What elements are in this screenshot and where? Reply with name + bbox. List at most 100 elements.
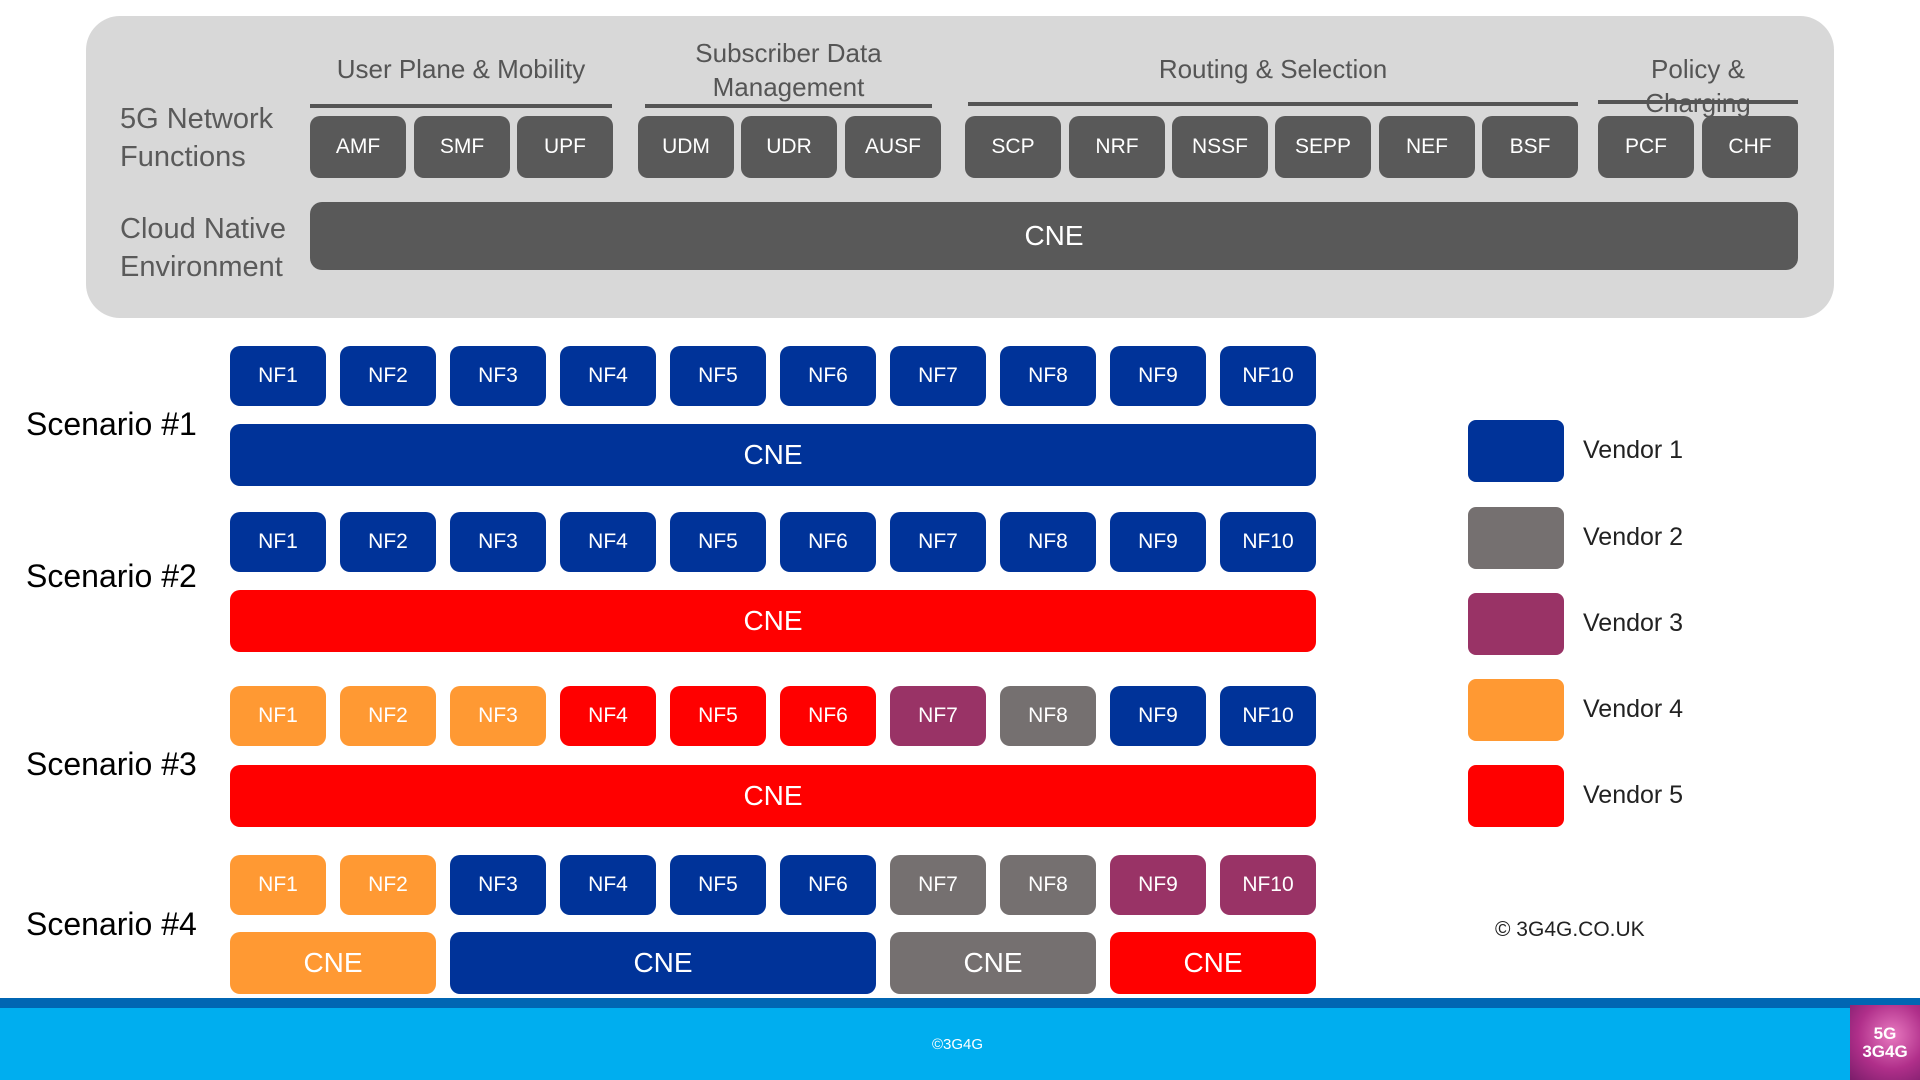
nf-box-nf1: NF1 xyxy=(230,346,326,406)
group-underline xyxy=(310,104,612,108)
footer-text: ©3G4G xyxy=(932,1036,984,1053)
group-title-line: Routing & Selection xyxy=(1158,54,1388,84)
group-title-line: Policy & Charging xyxy=(1645,54,1751,118)
nf-box-nf5: NF5 xyxy=(670,346,766,406)
nf-box-nf9: NF9 xyxy=(1110,855,1206,915)
nf-box-nf1: NF1 xyxy=(230,512,326,572)
nf-box-nf8: NF8 xyxy=(1000,855,1096,915)
nf-box-nf9: NF9 xyxy=(1110,686,1206,746)
nf-box-nf4: NF4 xyxy=(560,855,656,915)
nf-box-nf10: NF10 xyxy=(1220,512,1316,572)
nf-box-nf4: NF4 xyxy=(560,346,656,406)
nf-box-nf4: NF4 xyxy=(560,686,656,746)
nf-box-nf2: NF2 xyxy=(340,346,436,406)
legend-label: Vendor 3 xyxy=(1583,609,1684,637)
nf-box-nf8: NF8 xyxy=(1000,686,1096,746)
nf-box-nf6: NF6 xyxy=(780,855,876,915)
nf-box-nf3: NF3 xyxy=(450,686,546,746)
group-underline xyxy=(1598,100,1798,104)
nf-box-nf6: NF6 xyxy=(780,346,876,406)
nf-box-nf2: NF2 xyxy=(340,855,436,915)
legend-swatch xyxy=(1468,765,1564,827)
group-underline xyxy=(968,102,1578,106)
footer-bar xyxy=(0,998,1920,1080)
cne-bar: CNE xyxy=(1110,932,1316,994)
network-function-box-scp: SCP xyxy=(965,116,1061,178)
legend-label: Vendor 4 xyxy=(1583,695,1684,723)
network-function-box-ausf: AUSF xyxy=(845,116,941,178)
cne-bar: CNE xyxy=(230,590,1316,652)
scenario-label: Scenario #3 xyxy=(26,746,197,782)
nf-box-nf9: NF9 xyxy=(1110,512,1206,572)
nf-box-nf8: NF8 xyxy=(1000,512,1096,572)
nf-box-nf7: NF7 xyxy=(890,686,986,746)
legend-swatch xyxy=(1468,420,1564,482)
network-function-box-chf: CHF xyxy=(1702,116,1798,178)
3g4g-logo: 5G 3G4G xyxy=(1850,1005,1920,1080)
group-title: Routing & Selection xyxy=(968,52,1578,86)
nf-box-nf10: NF10 xyxy=(1220,346,1316,406)
nf-box-nf2: NF2 xyxy=(340,686,436,746)
nf-box-nf3: NF3 xyxy=(450,346,546,406)
nf-box-nf7: NF7 xyxy=(890,346,986,406)
nf-box-nf7: NF7 xyxy=(890,855,986,915)
nf-box-nf5: NF5 xyxy=(670,512,766,572)
logo-line2: 3G4G xyxy=(1862,1041,1908,1061)
logo-line1: 5G xyxy=(1873,1023,1897,1043)
cloud-native-label-line2: Environment xyxy=(120,251,283,283)
nf-box-nf9: NF9 xyxy=(1110,346,1206,406)
network-function-box-pcf: PCF xyxy=(1598,116,1694,178)
cloud-native-label-line1: Cloud Native xyxy=(120,213,287,245)
network-function-box-udr: UDR xyxy=(741,116,837,178)
nf-box-nf1: NF1 xyxy=(230,686,326,746)
nf-box-nf4: NF4 xyxy=(560,512,656,572)
legend-label: Vendor 5 xyxy=(1583,781,1684,809)
legend-swatch xyxy=(1468,507,1564,569)
cloud-native-label: Cloud Native Environment xyxy=(120,210,286,286)
nf-box-nf8: NF8 xyxy=(1000,346,1096,406)
network-function-box-upf: UPF xyxy=(517,116,613,178)
group-title-line: Subscriber Data xyxy=(695,38,882,68)
scenario-label: Scenario #1 xyxy=(26,406,197,442)
nf-box-nf7: NF7 xyxy=(890,512,986,572)
network-function-box-nef: NEF xyxy=(1379,116,1475,178)
group-title: Policy & Charging xyxy=(1598,52,1798,120)
network-functions-label-line2: Functions xyxy=(120,141,246,173)
cne-bar: CNE xyxy=(890,932,1096,994)
group-title: User Plane & Mobility xyxy=(310,52,612,86)
network-function-box-udm: UDM xyxy=(638,116,734,178)
group-underline xyxy=(645,104,932,108)
group-title-line: Management xyxy=(712,72,865,102)
nf-box-nf3: NF3 xyxy=(450,512,546,572)
nf-box-nf3: NF3 xyxy=(450,855,546,915)
network-function-box-sepp: SEPP xyxy=(1275,116,1371,178)
nf-box-nf6: NF6 xyxy=(780,686,876,746)
nf-box-nf6: NF6 xyxy=(780,512,876,572)
nf-box-nf2: NF2 xyxy=(340,512,436,572)
scenario-label: Scenario #4 xyxy=(26,906,197,942)
nf-box-nf5: NF5 xyxy=(670,686,766,746)
group-title-line: User Plane & Mobility xyxy=(336,54,586,84)
network-function-box-amf: AMF xyxy=(310,116,406,178)
scenario-label: Scenario #2 xyxy=(26,558,197,594)
nf-box-nf5: NF5 xyxy=(670,855,766,915)
nf-box-nf10: NF10 xyxy=(1220,855,1316,915)
network-function-box-smf: SMF xyxy=(414,116,510,178)
network-function-box-bsf: BSF xyxy=(1482,116,1578,178)
legend-swatch xyxy=(1468,679,1564,741)
cne-bar: CNE xyxy=(230,932,436,994)
cne-bar: CNE xyxy=(230,424,1316,486)
copyright-notice: © 3G4G.CO.UK xyxy=(1495,918,1645,941)
legend-label: Vendor 2 xyxy=(1583,523,1684,551)
legend-swatch xyxy=(1468,593,1564,655)
cne-bar: CNE xyxy=(230,765,1316,827)
network-function-box-nssf: NSSF xyxy=(1172,116,1268,178)
legend-label: Vendor 1 xyxy=(1583,436,1684,464)
network-functions-label-line1: 5G Network xyxy=(120,103,274,135)
nf-box-nf10: NF10 xyxy=(1220,686,1316,746)
nf-box-nf1: NF1 xyxy=(230,855,326,915)
top-cne-bar: CNE xyxy=(310,202,1798,270)
network-function-box-nrf: NRF xyxy=(1069,116,1165,178)
network-functions-label: 5G Network Functions xyxy=(120,100,273,176)
group-title: Subscriber Data Management xyxy=(645,36,932,104)
